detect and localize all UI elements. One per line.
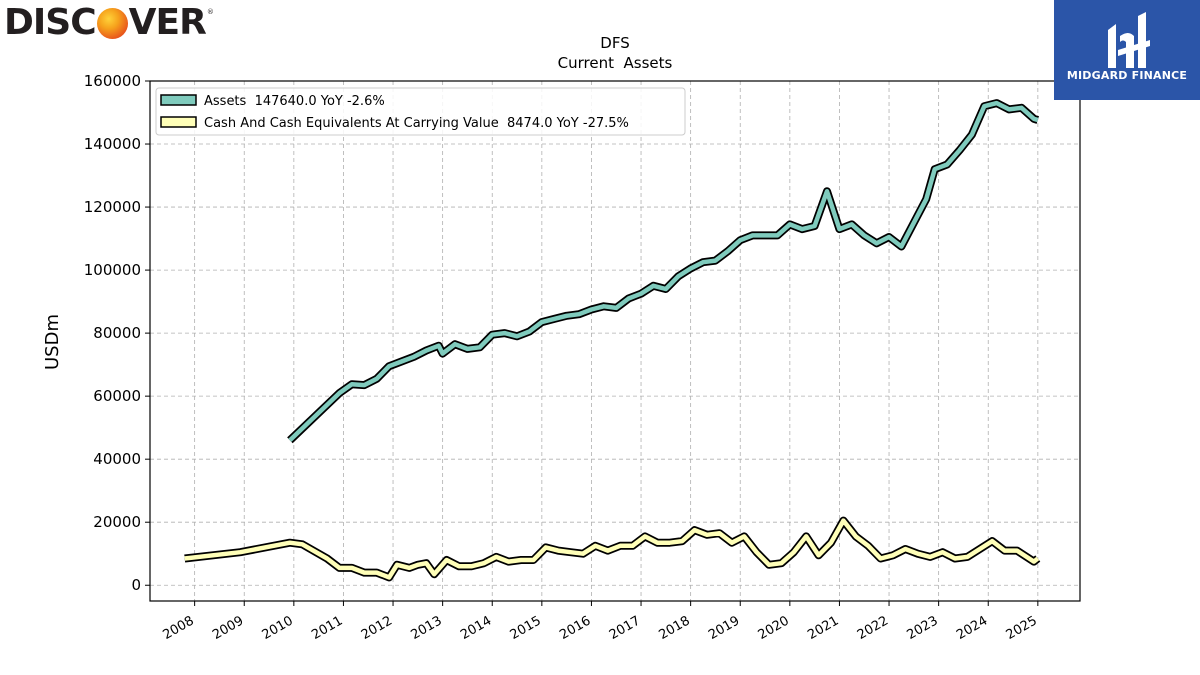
y-tick-label: 140000 xyxy=(84,135,141,153)
x-tick-label: 2008 xyxy=(160,613,196,643)
legend-label-cash: Cash And Cash Equivalents At Carrying Va… xyxy=(204,116,629,131)
x-tick-label: 2014 xyxy=(458,613,494,643)
x-tick-label: 2013 xyxy=(408,613,444,643)
series-layer xyxy=(184,99,1041,582)
x-tick-label: 2009 xyxy=(210,613,246,643)
y-axis-ticks: 0 20000 40000 60000 80000 100000 120000 140000 1… xyxy=(84,72,150,594)
x-tick-label: 2023 xyxy=(904,613,940,643)
discover-logo-text-end: VER xyxy=(128,1,207,43)
registered-mark: ® xyxy=(206,8,214,16)
x-tick-label: 2024 xyxy=(954,613,990,643)
x-axis-ticks: 2008 2009 2010 2011 2012 2013 2014 2015 2016 2017… xyxy=(160,601,1040,643)
x-tick-label: 2025 xyxy=(1004,613,1040,643)
chart-subtitle: Current Assets xyxy=(558,54,673,72)
x-tick-label: 2010 xyxy=(260,613,296,643)
series-line xyxy=(184,518,1040,580)
y-axis-label: USDm xyxy=(42,314,63,370)
x-tick-label: 2015 xyxy=(508,613,544,643)
x-tick-label: 2016 xyxy=(557,613,593,643)
y-tick-label: 60000 xyxy=(93,387,141,405)
x-tick-label: 2019 xyxy=(706,613,742,643)
series-line-outline xyxy=(287,99,1039,444)
x-tick-label: 2021 xyxy=(805,613,841,643)
legend: Assets 147640.0 YoY -2.6% Cash And Cash … xyxy=(155,87,686,136)
x-tick-label: 2020 xyxy=(756,613,792,643)
y-tick-label: 120000 xyxy=(84,198,141,216)
discover-logo-text-start: DISC xyxy=(4,1,97,43)
x-tick-label: 2022 xyxy=(855,613,891,643)
y-tick-label: 80000 xyxy=(93,324,141,342)
x-tick-label: 2017 xyxy=(607,613,643,643)
midgard-finance-logo: MIDGARD FINANCE xyxy=(1054,0,1200,100)
y-tick-label: 160000 xyxy=(84,72,141,90)
discover-logo-orange-o-icon xyxy=(96,7,128,39)
legend-swatch-assets xyxy=(160,94,197,106)
midgard-finance-mark-icon xyxy=(1108,12,1150,68)
x-tick-label: 2018 xyxy=(656,613,692,643)
x-tick-label: 2012 xyxy=(359,613,395,643)
y-tick-label: 20000 xyxy=(93,513,141,531)
midgard-finance-text: MIDGARD FINANCE xyxy=(1066,69,1188,82)
y-tick-label: 40000 xyxy=(93,450,141,468)
series-line xyxy=(288,100,1039,442)
plot-frame xyxy=(149,80,1081,602)
legend-label-assets: Assets 147640.0 YoY -2.6% xyxy=(204,94,385,109)
legend-swatch-cash xyxy=(160,116,197,128)
discover-logo: DISC VER ® xyxy=(4,1,214,43)
chart-title: DFS xyxy=(600,34,629,52)
y-tick-label: 0 xyxy=(131,576,141,594)
grid xyxy=(150,80,1080,601)
legend-box xyxy=(155,87,686,136)
x-tick-label: 2011 xyxy=(309,613,345,643)
y-tick-label: 100000 xyxy=(84,261,141,279)
